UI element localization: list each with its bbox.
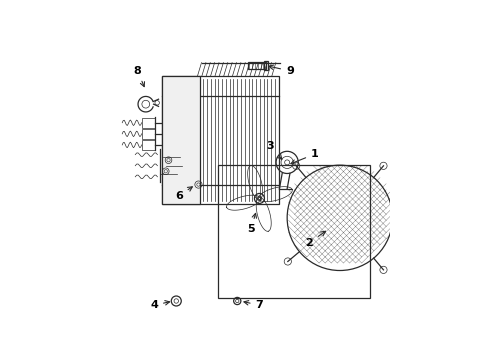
Text: 9: 9 [269, 65, 294, 76]
Bar [142, 129, 155, 139]
Text: 8: 8 [134, 66, 145, 87]
Bar [162, 76, 279, 204]
Bar [162, 76, 200, 204]
Text: 5: 5 [247, 213, 256, 234]
Bar [142, 140, 155, 150]
Text: 7: 7 [244, 300, 263, 310]
Text: 1: 1 [291, 149, 319, 164]
Text: 4: 4 [150, 300, 170, 310]
Text: 2: 2 [305, 231, 325, 248]
Text: 6: 6 [175, 187, 193, 201]
Text: 3: 3 [267, 141, 282, 159]
Bar [248, 62, 266, 69]
Bar [142, 118, 155, 128]
Bar [218, 165, 370, 298]
Bar [265, 61, 268, 70]
